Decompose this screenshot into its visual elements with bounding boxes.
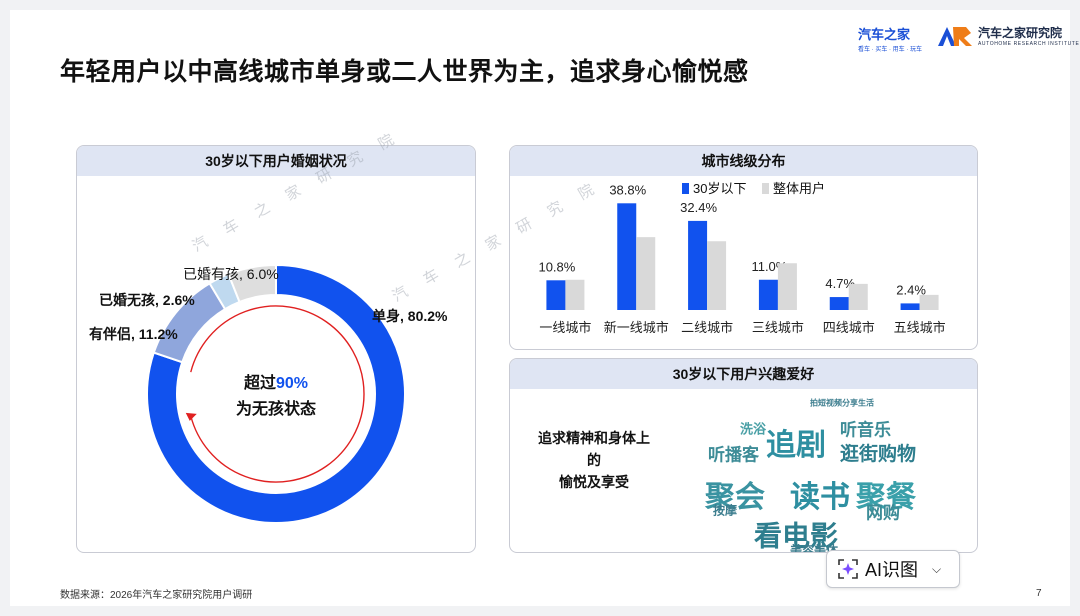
page-title: 年轻用户以中高线城市单身或二人世界为主，追求身心愉悦感 — [60, 58, 749, 86]
bar-value-label-0: 10.8% — [538, 259, 575, 274]
research-institute-logo: 汽车之家研究院 AUTOHOME RESEARCH INSTITUTE — [936, 24, 1079, 47]
donut-slice-0 — [146, 263, 406, 524]
bar-0-2 — [688, 220, 708, 310]
category-label-3: 三线城市 — [752, 320, 804, 335]
ar-logo-icon — [938, 26, 972, 46]
word-7: 读书 — [790, 481, 850, 514]
interest-description: 追求精神和身体上的 愉悦及享受 — [538, 430, 650, 490]
bar-1-1 — [636, 237, 656, 310]
bar-1-0 — [565, 279, 585, 310]
ai-button-label: AI识图 — [865, 560, 919, 580]
word-11: 网购 — [866, 503, 900, 523]
category-label-4: 四线城市 — [823, 320, 875, 335]
word-1: 洗浴 — [740, 421, 767, 436]
legend-label-0: 30岁以下 — [693, 181, 746, 196]
bar-0-5 — [900, 303, 920, 310]
word-9: 按摩 — [713, 503, 737, 518]
ai-scan-icon — [838, 559, 858, 579]
interest-panel-header: 30岁以下用户兴趣爱好 — [510, 359, 977, 389]
ai-image-recognition-button[interactable]: AI识图 ⌵ — [826, 550, 960, 588]
donut-label-2: 已婚无孩, 2.6% — [99, 292, 195, 308]
bar-0-1 — [617, 203, 637, 310]
donut-slice-3 — [227, 263, 277, 304]
category-label-5: 五线城市 — [894, 320, 946, 335]
bar-1-2 — [707, 241, 727, 310]
category-label-2: 二线城市 — [681, 320, 733, 335]
legend-swatch-1 — [762, 183, 769, 194]
word-5: 逛街购物 — [840, 442, 916, 465]
bar-0-3 — [758, 279, 778, 310]
marriage-status-panel: 30岁以下用户婚姻状况 超过90% 为无孩状态 单身, 80.2% 有伴侣, 11.2… — [76, 145, 476, 553]
bar-1-3 — [777, 263, 797, 310]
word-0: 拍短视频分享生活 — [810, 397, 874, 407]
bar-value-label-1: 38.8% — [609, 182, 646, 197]
bar-value-label-4: 4.7% — [825, 276, 855, 291]
donut-label-1: 有伴侣, 11.2% — [89, 326, 178, 342]
donut-center-line2: 为无孩状态 — [236, 399, 316, 418]
bar-0-4 — [829, 297, 849, 310]
bar-value-label-2: 32.4% — [680, 200, 717, 215]
city-panel-header: 城市线级分布 — [510, 146, 977, 176]
legend-label-1: 整体用户 — [773, 181, 825, 196]
legend-swatch-0 — [682, 183, 689, 194]
bar-value-label-5: 2.4% — [896, 282, 926, 297]
interests-panel: 30岁以下用户兴趣爱好 追求精神和身体上的 愉悦及享受 拍短视频分享生活洗浴 追剧… — [509, 358, 978, 553]
bar-0-0 — [546, 280, 566, 310]
bar-1-4 — [848, 283, 868, 310]
inner-arrow-head — [185, 412, 197, 421]
marriage-panel-header: 30岁以下用户婚姻状况 — [77, 146, 475, 176]
chevron-down-icon[interactable]: ⌵ — [932, 561, 942, 576]
word-2: 追剧 — [766, 428, 826, 462]
bar-1-5 — [919, 294, 939, 310]
page-number: 7 — [1036, 588, 1042, 599]
word-3: 听音乐 — [840, 420, 891, 440]
donut-label-0: 单身, 80.2% — [372, 308, 448, 324]
inner-arrow-arc — [190, 305, 365, 483]
word-10: 看电影 — [754, 520, 838, 551]
data-source-note: 数据来源：2026年汽车之家研究院用户调研 — [60, 590, 253, 601]
autohome-logo: 汽车之家 看车 · 买车 · 用车 · 玩车 — [858, 27, 922, 53]
donut-center-line1: 超过90% — [243, 373, 308, 392]
marriage-donut-chart: 超过90% 为无孩状态 单身, 80.2% 有伴侣, 11.2% 已婚无孩, 2.6% 已… — [89, 263, 448, 524]
word-8: 聚餐 — [855, 481, 917, 514]
donut-label-3: 已婚有孩, 6.0% — [183, 266, 279, 282]
category-label-1: 新一线城市 — [604, 320, 669, 335]
word-6: 聚会 — [704, 481, 765, 514]
word-12: 美容美体 — [790, 543, 839, 552]
word-4: 听播客 — [708, 445, 760, 465]
city-tier-bar-chart: 30岁以下 整体用户10.8%一线城市38.8%新一线城市32.4%二线城市11.… — [538, 181, 946, 335]
city-tier-panel: 城市线级分布 30岁以下 整体用户 10.8% 一线城市 38.8% 新一线城市 32.4%… — [509, 145, 978, 350]
category-label-0: 一线城市 — [539, 320, 591, 335]
